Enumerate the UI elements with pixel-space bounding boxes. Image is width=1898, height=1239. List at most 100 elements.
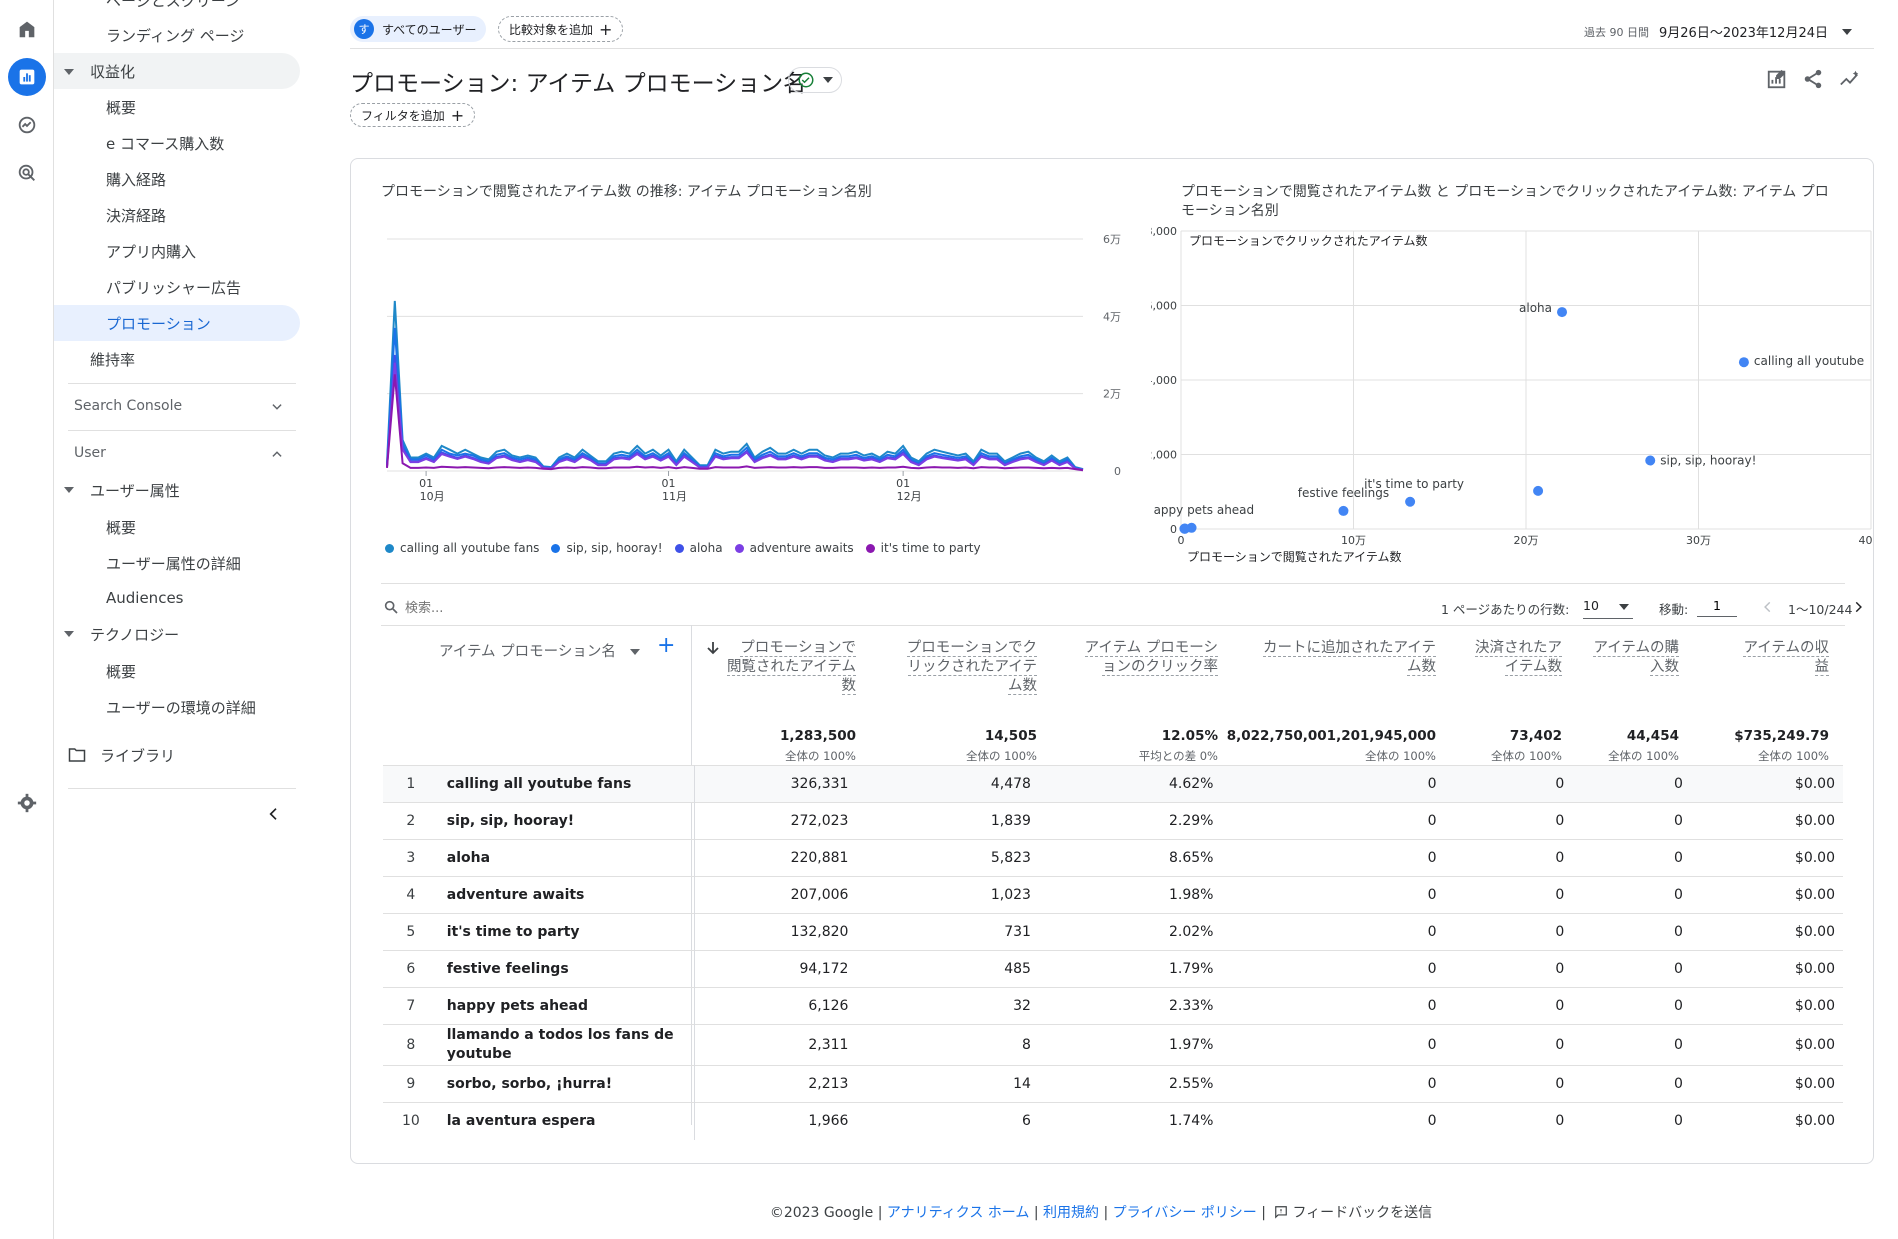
nav-section-user[interactable]: User [54,440,300,466]
date-range-value: 9月26日～2023年12月24日 [1659,26,1828,41]
footer-link-terms[interactable]: 利用規約 [1043,1205,1100,1221]
row-metric-value: 220,881 [694,839,857,877]
row-promotion-name: calling all youtube fans [438,765,695,803]
nav-item-tech-details[interactable]: ユーザーの環境の詳細 [106,699,256,717]
date-range-selector[interactable]: 過去 90 日間 9月26日～2023年12月24日 [1584,22,1852,41]
table-row[interactable]: 8 llamando a todos los fans de youtube 2,3… [383,1024,1843,1066]
nav-item-overview[interactable]: 概要 [106,519,137,537]
y-tick-label: 8,000 [1151,225,1177,238]
row-metric-value: 2.02% [1038,913,1222,951]
nav-item-audiences[interactable]: Audiences [106,589,184,607]
explore-icon[interactable] [8,106,46,144]
nav-item-promotions[interactable]: プロモーション [54,305,300,341]
metric-column-header[interactable]: 決済されたアイテム数 [1462,639,1562,677]
settings-gear-icon[interactable] [8,784,46,822]
add-dimension-plus-icon[interactable]: + [657,633,676,658]
table-row[interactable]: 6 festive feelings 94,172 485 1.79% 0 0 0 $0.00 [383,950,1843,988]
row-index: 7 [383,987,439,1025]
rows-per-page-label: 1 ページあたりの行数: [1441,602,1570,617]
footer-link-privacy[interactable]: プライバシー ポリシー [1112,1205,1257,1221]
nav-item-checkout-journey[interactable]: 決済経路 [106,207,167,225]
row-metric-value: 0 [1444,876,1573,914]
metric-column-header[interactable]: カートに追加されたアイテム数 [1256,639,1436,677]
legend-item[interactable]: it's time to party [865,541,981,555]
nav-group-technology[interactable]: テクノロジー [54,622,300,648]
row-metric-value: 4,478 [856,765,1039,803]
nav-item-demographic-details[interactable]: ユーザー属性の詳細 [106,555,241,573]
nav-item-overview[interactable]: 概要 [106,99,137,117]
segment-chip-all-users[interactable]: す すべてのユーザー [350,16,487,42]
prev-page-chevron-icon[interactable] [1761,599,1775,615]
add-filter-button[interactable]: フィルタを追加 + [350,103,476,127]
nav-group-monetization[interactable]: 収益化 [54,53,300,89]
row-index: 1 [383,765,439,803]
metric-column-header[interactable]: アイテム プロモーションのクリック率 [1078,639,1218,677]
nav-item-purchase-journey[interactable]: 購入経路 [106,171,167,189]
folder-icon [68,748,86,762]
legend-dot [551,543,561,553]
footer: ©2023 Google | アナリティクス ホーム | 利用規約 | プライバ… [769,1205,1433,1221]
metric-column-header[interactable]: アイテムの収益 [1729,639,1829,677]
legend-item[interactable]: aloha [674,541,723,555]
report-status-dropdown[interactable] [788,67,842,93]
collapse-chevron-left-icon[interactable] [266,806,282,822]
nav-item-landing-page[interactable]: ランディング ページ [106,27,245,45]
row-metric-value: 0 [1444,1024,1573,1066]
metric-column-header[interactable]: プロモーションでクリックされたアイテム数 [897,639,1037,696]
legend-label: aloha [689,541,723,555]
metric-column-header[interactable]: プロモーションで閲覧されたアイテム数 [726,639,856,696]
legend-item[interactable]: sip, sip, hooray! [551,541,663,555]
scatter-point [1645,455,1656,466]
table-row[interactable]: 10 la aventura espera 1,966 6 1.74% 0 0 0 $0.00 [383,1102,1843,1140]
next-page-chevron-icon[interactable] [1851,599,1865,615]
nav-item-overview[interactable]: 概要 [106,663,137,681]
advertising-icon[interactable] [8,154,46,192]
send-feedback-button[interactable]: フィードバックを送信 [1270,1205,1432,1221]
nav-section-search-console[interactable]: Search Console [54,393,300,419]
table-body: 1 calling all youtube fans 326,331 4,478 4.6… [383,765,1843,1140]
section-label: Search Console [74,398,183,414]
metric-column-header[interactable]: アイテムの購入数 [1579,639,1679,677]
share-icon[interactable] [1802,68,1824,90]
table-row[interactable]: 7 happy pets ahead 6,126 32 2.33% 0 0 0 $0.00 [383,987,1843,1025]
legend-item[interactable]: calling all youtube fans [385,541,539,555]
sort-arrow-down-icon[interactable] [707,641,719,655]
row-metric-value: 8 [856,1024,1039,1066]
table-row[interactable]: 3 aloha 220,881 5,823 8.65% 0 0 0 $0.00 [383,839,1843,877]
customize-report-icon[interactable] [1766,68,1788,90]
add-comparison-button[interactable]: 比較対象を追加 + [498,16,624,42]
nav-item-publisher-ads[interactable]: パブリッシャー広告 [106,279,242,297]
nav-item-library[interactable]: ライブラリ [68,744,300,768]
table-row[interactable]: 4 adventure awaits 207,006 1,023 1.98% 0 0 0 $0.… [383,876,1843,914]
nav-group-user-attributes[interactable]: ユーザー属性 [54,478,300,504]
legend-item[interactable]: adventure awaits [734,541,854,555]
goto-page-input[interactable] [1697,595,1737,617]
nav-item-in-app-purchases[interactable]: アプリ内購入 [106,243,197,261]
row-promotion-name: llamando a todos los fans de youtube [438,1024,695,1066]
nav-item-pages-partial[interactable]: ページとスクリーン [106,0,240,10]
row-metric-value: 132,820 [694,913,857,951]
table-search-input[interactable] [405,597,645,619]
reports-icon[interactable] [8,58,46,96]
rows-per-page-select[interactable]: 10 [1583,595,1633,619]
total-subtext: 全体の 100% [1607,749,1679,763]
chevron-down-icon [272,404,282,410]
header-label: アイテムの購入数 [1593,640,1679,676]
dimension-column-header[interactable]: アイテム プロモーション名 [439,640,641,661]
row-metric-value: 0 [1444,987,1573,1025]
nav-item-retention[interactable]: 維持率 [90,351,136,369]
nav-group-label: ユーザー属性 [90,482,180,500]
home-icon[interactable] [8,10,46,48]
footer-link-analytics-home[interactable]: アナリティクス ホーム [886,1205,1030,1221]
row-metric-value: 2,311 [694,1024,857,1066]
nav-item-ecommerce[interactable]: e コマース購入数 [106,135,225,153]
table-row[interactable]: 5 it's time to party 132,820 731 2.02% 0 0 0 $0.… [383,913,1843,951]
table-row[interactable]: 2 sip, sip, hooray! 272,023 1,839 2.29% 0 0 0 $0… [383,802,1843,840]
y-tick-label: 0 [1114,465,1121,478]
table-row[interactable]: 9 sorbo, sorbo, ¡hurra! 2,213 14 2.55% 0 0 0 $0.… [383,1065,1843,1103]
series-line [386,300,1084,471]
row-metric-value: 0 [1221,1102,1445,1140]
table-row[interactable]: 1 calling all youtube fans 326,331 4,478 4.6… [383,765,1843,803]
caret-down-icon [630,649,641,655]
insights-icon[interactable] [1838,68,1862,90]
